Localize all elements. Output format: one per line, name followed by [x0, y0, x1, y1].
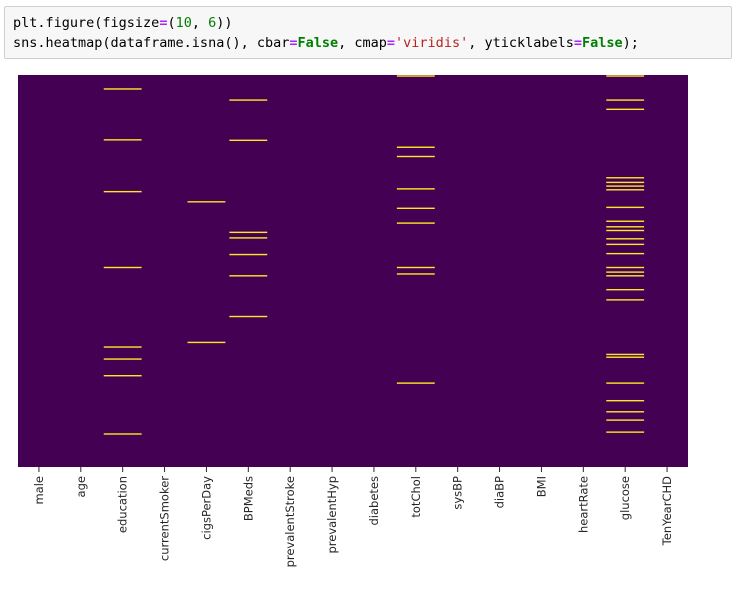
- x-tick-label: currentSmoker: [158, 476, 172, 561]
- x-tick-label: TenYearCHD: [660, 476, 674, 546]
- missing-value-cell: [606, 108, 645, 111]
- missing-value-cell: [396, 273, 435, 275]
- missing-value-cell: [606, 275, 645, 277]
- missing-value-cell: [229, 237, 268, 239]
- missing-value-cell: [606, 206, 645, 209]
- missing-values-heatmap: male age education currentSmoker cigsPerDay B…: [18, 75, 688, 567]
- missing-value-cell: [606, 353, 645, 356]
- missing-value-cell: [606, 288, 645, 291]
- missing-value-cell: [396, 75, 435, 77]
- x-tick-label: totChol: [409, 476, 423, 518]
- missing-value-cell: [396, 266, 435, 269]
- x-tick-label: heartRate: [576, 476, 590, 533]
- missing-value-cell: [229, 275, 268, 277]
- x-tick-label: BPMeds: [241, 476, 255, 521]
- missing-value-cell: [103, 375, 142, 377]
- missing-value-cell: [606, 75, 645, 77]
- heatmap-background: [18, 75, 688, 467]
- x-tick-label: age: [74, 476, 88, 497]
- x-tick-label: glucose: [618, 476, 632, 520]
- x-tick-label: diabetes: [367, 476, 381, 526]
- missing-value-cell: [396, 188, 435, 190]
- x-tick-label: sysBP: [451, 476, 465, 510]
- missing-value-cell: [103, 88, 142, 90]
- missing-value-cell: [606, 252, 645, 255]
- missing-value-cell: [606, 382, 645, 384]
- x-tick-label: prevalentHyp: [325, 476, 339, 554]
- x-tick-label: BMI: [534, 476, 548, 497]
- missing-value-cell: [187, 201, 226, 203]
- missing-value-cell: [103, 358, 142, 360]
- missing-value-cell: [229, 231, 268, 234]
- missing-value-cell: [606, 99, 645, 101]
- x-tick-label: prevalentStroke: [283, 476, 297, 567]
- missing-value-cell: [606, 189, 645, 191]
- x-tick-label: diaBP: [493, 476, 507, 508]
- missing-value-cell: [187, 341, 226, 344]
- missing-value-cell: [606, 419, 645, 421]
- missing-value-cell: [606, 266, 645, 269]
- heatmap-area: [18, 75, 688, 467]
- code-line-1: plt.figure(figsize=(10, 6)): [13, 15, 233, 31]
- x-tick-label: education: [116, 476, 130, 533]
- missing-value-cell: [103, 346, 142, 348]
- missing-value-cell: [606, 185, 645, 187]
- missing-value-cell: [229, 253, 268, 256]
- x-tick-label: cigsPerDay: [199, 476, 213, 540]
- missing-value-cell: [396, 222, 435, 224]
- missing-value-cell: [229, 99, 268, 101]
- missing-value-cell: [606, 411, 645, 413]
- missing-value-cell: [606, 238, 645, 240]
- missing-value-cell: [606, 177, 645, 179]
- missing-value-cell: [606, 226, 645, 228]
- missing-value-cell: [103, 266, 142, 269]
- missing-value-cell: [229, 139, 268, 142]
- missing-value-cell: [229, 315, 268, 318]
- code-cell[interactable]: plt.figure(figsize=(10, 6)) sns.heatmap(d…: [4, 6, 732, 59]
- missing-value-cell: [606, 431, 645, 433]
- missing-value-cell: [606, 220, 645, 222]
- missing-value-cell: [606, 271, 645, 273]
- missing-value-cell: [606, 181, 645, 184]
- missing-value-cell: [103, 433, 142, 435]
- x-axis-ticks: male age education currentSmoker cigsPerDay B…: [32, 467, 674, 567]
- missing-value-cell: [606, 229, 645, 232]
- code-line-2: sns.heatmap(dataframe.isna(), cbar=False…: [13, 35, 639, 51]
- missing-value-cell: [103, 190, 142, 193]
- missing-value-cell: [606, 299, 645, 301]
- missing-value-cell: [396, 146, 435, 148]
- missing-value-cell: [606, 243, 645, 246]
- missing-value-cell: [396, 155, 435, 158]
- missing-value-cell: [396, 207, 435, 209]
- missing-value-cell: [396, 382, 435, 384]
- x-tick-label: male: [32, 476, 46, 505]
- missing-value-cell: [606, 399, 645, 402]
- missing-value-cell: [103, 139, 142, 141]
- missing-value-cell: [606, 356, 645, 358]
